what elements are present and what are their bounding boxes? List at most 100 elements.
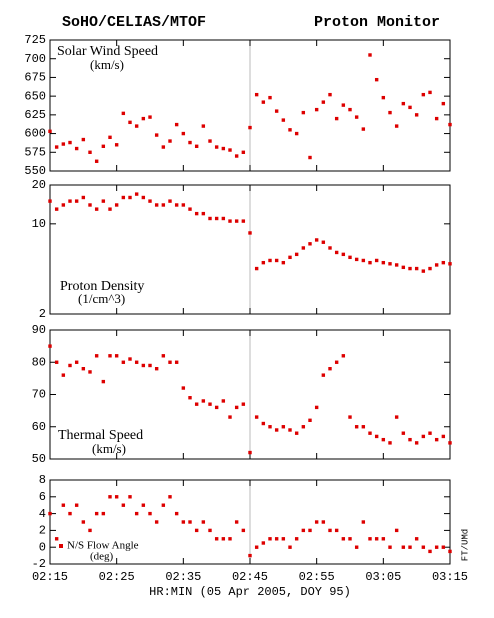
- point: [308, 528, 312, 533]
- y-tick-label: 2: [39, 307, 46, 321]
- point: [114, 354, 119, 358]
- point: [48, 344, 52, 348]
- point: [434, 263, 439, 267]
- point: [174, 122, 179, 127]
- point: [128, 357, 132, 361]
- point: [401, 101, 406, 106]
- point: [254, 545, 259, 549]
- point: [68, 511, 72, 516]
- point: [148, 511, 152, 516]
- x-tick-label: 02:35: [165, 570, 201, 584]
- point: [188, 396, 192, 400]
- point: [221, 216, 226, 221]
- point: [241, 150, 246, 154]
- point: [408, 545, 412, 549]
- point: [54, 145, 59, 149]
- point: [208, 139, 212, 143]
- point: [341, 354, 346, 358]
- point: [261, 260, 266, 265]
- point: [254, 92, 259, 97]
- point: [441, 545, 446, 549]
- point: [81, 520, 86, 524]
- point: [201, 124, 206, 128]
- point: [288, 545, 292, 549]
- point: [334, 528, 339, 533]
- y-axis-title: Solar Wind Speed: [57, 44, 158, 59]
- point: [268, 95, 272, 100]
- point: [334, 360, 339, 364]
- point: [114, 495, 119, 499]
- point: [181, 131, 186, 136]
- point: [368, 260, 372, 265]
- point: [188, 140, 192, 145]
- point: [241, 219, 246, 223]
- point: [441, 101, 446, 106]
- point: [234, 520, 239, 524]
- y-tick-label: 80: [32, 355, 46, 369]
- point: [448, 262, 452, 266]
- point: [234, 154, 239, 158]
- y-axis-title: N/S Flow Angle: [67, 540, 139, 552]
- point: [68, 199, 72, 203]
- point: [388, 262, 392, 266]
- point: [154, 133, 159, 137]
- point: [61, 373, 66, 377]
- point: [181, 203, 186, 207]
- point: [328, 92, 332, 97]
- point: [154, 203, 159, 207]
- point: [121, 195, 126, 200]
- legend-symbol: [59, 544, 63, 548]
- point: [101, 511, 106, 516]
- point: [228, 219, 232, 223]
- point: [194, 144, 199, 148]
- chart-title: SoHO/CELIAS/MTOF: [62, 14, 206, 31]
- y-tick-label: 10: [32, 217, 46, 231]
- point: [81, 137, 86, 142]
- y-axis-unit: (1/cm^3): [78, 291, 125, 306]
- point: [248, 231, 252, 235]
- point: [361, 425, 366, 429]
- point: [134, 124, 139, 128]
- point: [248, 450, 252, 455]
- y-tick-label: 600: [24, 127, 46, 141]
- x-tick-label: 02:15: [32, 570, 68, 584]
- point: [221, 399, 226, 403]
- y-axis-title: Thermal Speed: [58, 428, 143, 443]
- point: [408, 437, 412, 442]
- point: [161, 503, 166, 507]
- point: [174, 360, 179, 364]
- point: [421, 434, 426, 439]
- point: [154, 520, 159, 524]
- point: [294, 252, 299, 257]
- x-tick-label: 02:55: [299, 570, 335, 584]
- point: [274, 428, 279, 432]
- point: [128, 495, 132, 499]
- point: [268, 537, 272, 541]
- point: [101, 144, 106, 148]
- point: [161, 145, 166, 149]
- point: [234, 219, 239, 223]
- point: [381, 95, 386, 100]
- point: [194, 211, 199, 216]
- point: [421, 269, 426, 273]
- point: [348, 107, 352, 112]
- point: [134, 360, 139, 364]
- point: [94, 207, 99, 211]
- point: [314, 520, 319, 524]
- point: [321, 373, 326, 377]
- point: [334, 116, 339, 121]
- point: [294, 431, 299, 435]
- y-tick-label: 575: [24, 145, 46, 159]
- point: [381, 537, 386, 541]
- point: [194, 528, 199, 533]
- y-tick-label: 20: [32, 178, 46, 192]
- point: [328, 528, 332, 533]
- point: [194, 402, 199, 406]
- point: [141, 503, 146, 507]
- point: [254, 415, 259, 419]
- point: [441, 260, 446, 265]
- point: [108, 354, 112, 358]
- point: [141, 116, 146, 121]
- point: [401, 265, 406, 270]
- point: [288, 428, 292, 432]
